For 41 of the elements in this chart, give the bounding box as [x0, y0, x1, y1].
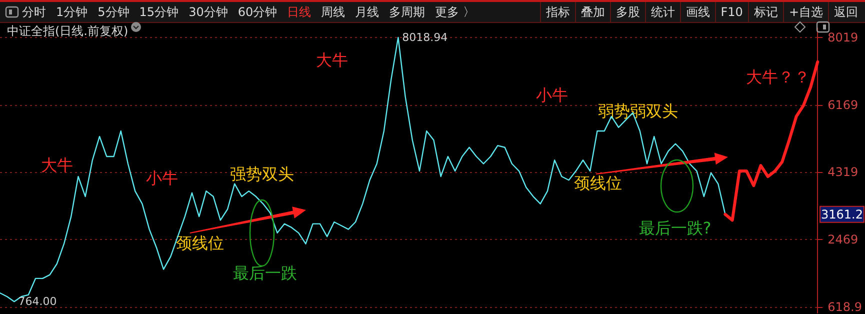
- annotation: 最后一跌?: [638, 218, 712, 238]
- text: 1分钟: [56, 4, 88, 21]
- y-tick-label: 618.9: [828, 300, 862, 314]
- y-tick-label: 4319: [828, 165, 858, 180]
- annotation: 颈线位: [574, 174, 622, 192]
- annotation: 大牛？？: [746, 68, 810, 86]
- text: 标记: [748, 2, 783, 22]
- data-label: 8018.94: [402, 31, 448, 44]
- text: 5分钟: [98, 4, 130, 21]
- annotation: 小牛: [146, 168, 178, 188]
- text: 月线: [355, 4, 380, 21]
- line-series: [724, 60, 820, 222]
- text: 统计: [644, 2, 680, 22]
- text: 15分钟: [139, 4, 179, 21]
- annotation: 弱势弱双头: [598, 102, 678, 120]
- text: +自选: [782, 2, 828, 22]
- annotation: 最后一跌: [233, 264, 297, 282]
- text: 更多 〉: [435, 4, 475, 21]
- annotation: 3161.2: [821, 207, 863, 222]
- text: 多股: [610, 2, 645, 22]
- text: 返回: [828, 2, 863, 22]
- annotation: 大牛: [316, 50, 348, 70]
- text: 叠加: [574, 2, 610, 22]
- y-tick-label: 8019: [828, 30, 858, 44]
- text: 分时: [22, 4, 46, 21]
- annotation: 大牛: [41, 156, 73, 174]
- text: 60分钟: [238, 4, 278, 21]
- annotation: 颈线位: [176, 234, 224, 252]
- text: 画线: [680, 2, 715, 22]
- text: 指标: [540, 2, 575, 22]
- text: 日线: [287, 4, 312, 21]
- text: 周线: [321, 4, 346, 21]
- text: 多周期: [389, 4, 426, 21]
- chart-title: 中证全指(日线.前复权): [7, 24, 128, 38]
- data-label: 764.00: [18, 295, 57, 308]
- text: 30分钟: [188, 4, 228, 21]
- y-tick-label: 2469: [828, 232, 858, 247]
- y-tick-label: 6169: [828, 98, 858, 112]
- text: F10: [714, 2, 748, 22]
- annotation: 强势双头: [230, 164, 294, 184]
- annotation: 小牛: [536, 86, 568, 104]
